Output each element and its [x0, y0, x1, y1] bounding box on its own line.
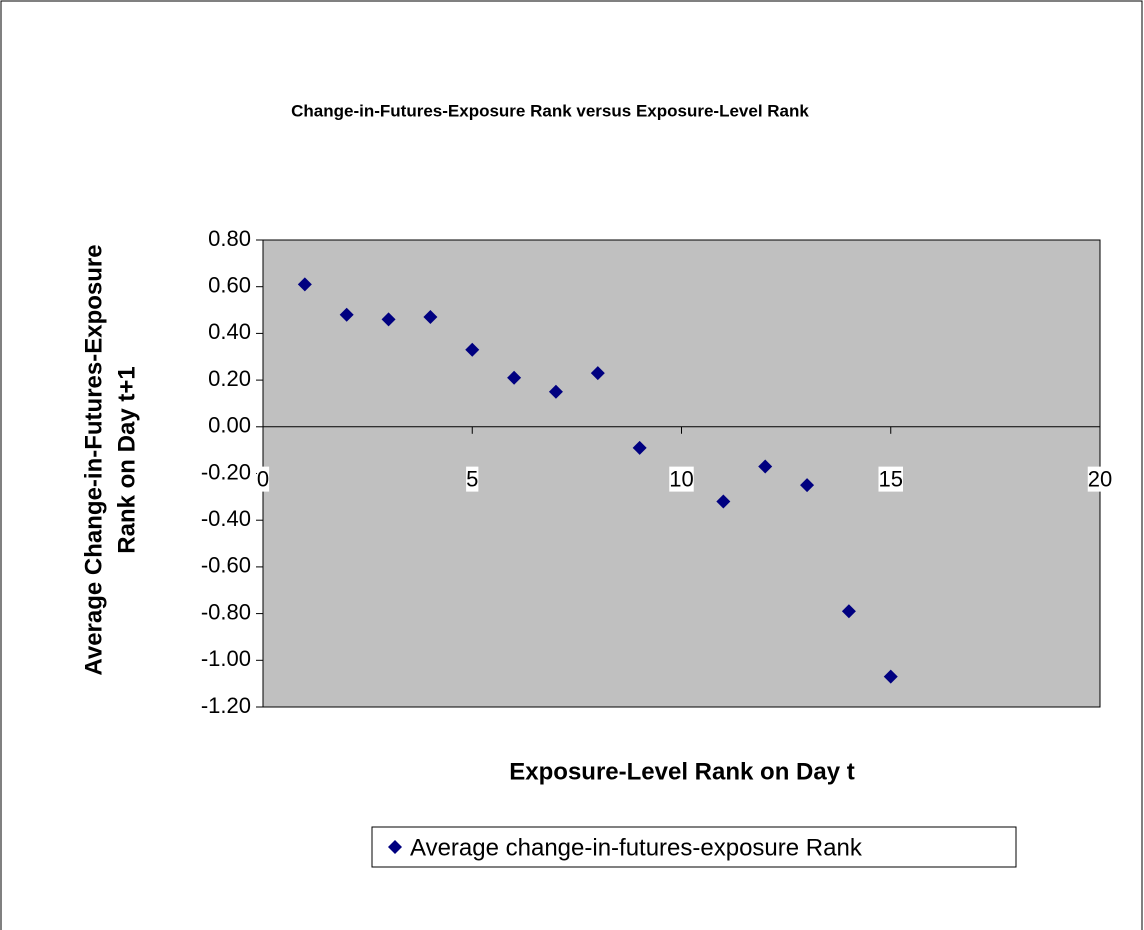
x-tick-label: 5 [466, 467, 478, 492]
x-tick-label-bg [669, 466, 694, 492]
y-axis-title-line: Rank on Day t+1 [113, 366, 140, 553]
y-tick-label: -1.00 [201, 646, 251, 671]
x-tick-label: 10 [669, 467, 693, 492]
y-tick-label: -1.20 [201, 693, 251, 718]
legend-marker [388, 840, 402, 854]
data-point [800, 478, 815, 493]
data-point [590, 366, 605, 381]
data-point [716, 494, 731, 509]
data-point [507, 370, 522, 385]
data-point [297, 277, 312, 292]
data-point [465, 342, 480, 357]
x-tick-label: 20 [1088, 467, 1112, 492]
y-tick-label: 0.20 [208, 366, 251, 391]
y-tick-label: 0.00 [208, 413, 251, 438]
data-point [548, 384, 563, 399]
y-tick-label: -0.40 [201, 506, 251, 531]
y-tick-label: 0.40 [208, 319, 251, 344]
x-tick-label: 0 [257, 467, 269, 492]
data-point [339, 307, 354, 322]
y-axis-title: Average Change-in-Futures-Exposure Rank … [80, 244, 140, 675]
data-point [758, 459, 773, 474]
data-point [841, 604, 856, 619]
x-tick-label-bg [878, 466, 903, 492]
legend-label: Average change-in-futures-exposure Rank [410, 834, 863, 861]
data-point [632, 440, 647, 455]
y-tick-label: -0.80 [201, 599, 251, 624]
x-tick-label: 15 [879, 467, 903, 492]
data-point [883, 669, 898, 684]
x-tick-label-bg [466, 466, 479, 492]
y-axis-title-line: Average Change-in-Futures-Exposure [80, 244, 107, 675]
data-point [381, 312, 396, 327]
y-tick-label: 0.60 [208, 273, 251, 298]
legend-box [371, 826, 1017, 868]
x-tick-label-bg [1087, 466, 1113, 492]
y-tick-label: -0.60 [201, 553, 251, 578]
y-tick-label: 0.80 [208, 226, 251, 251]
chart-title: Change-in-Futures-Exposure Rank versus E… [291, 101, 809, 120]
x-tick-label-bg [256, 466, 270, 492]
x-axis-title: Exposure-Level Rank on Day t [509, 758, 854, 785]
data-point [423, 310, 438, 325]
y-tick-label: -0.20 [201, 459, 251, 484]
